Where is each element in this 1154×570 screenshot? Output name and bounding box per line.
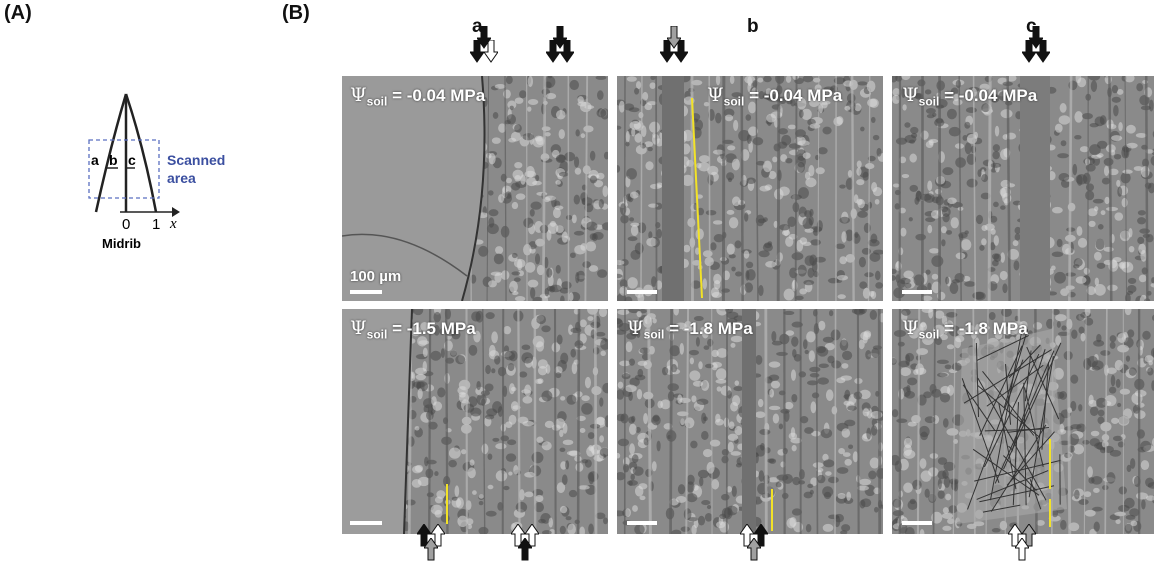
up-arrow-icon [510,523,526,548]
column-c-header: c [1026,16,1037,37]
axis-variable: x [170,216,177,232]
column-a-header: a [472,16,483,37]
micrograph-a-top: Ψsoil = -0.04 MPa 100 µm [342,76,608,301]
down-arrow-icon [483,39,499,64]
psi-label: Ψsoil = -1.8 MPa [627,317,753,342]
panel-b-label: (B) [282,2,310,24]
axis-one: 1 [152,216,161,233]
up-arrow-icon [739,523,755,548]
region-b-label: b [109,152,118,168]
panel-a-label: (A) [4,2,32,24]
axis-zero: 0 [122,216,131,233]
scale-bar [627,521,657,525]
micrograph-a-bottom: Ψsoil = -1.5 MPa [342,309,608,534]
psi-label: Ψsoil = -0.04 MPa [350,84,486,109]
scale-bar [350,290,382,294]
scanned-area-label-2: area [167,170,196,186]
up-arrow-icon [753,523,769,548]
column-b-header: b [747,16,759,37]
up-arrow-icon [746,537,762,562]
down-arrow-icon [673,39,689,64]
scale-label: 100 µm [350,268,402,285]
up-arrow-icon [1021,523,1037,548]
up-arrow-icon [430,523,446,548]
region-c-label: c [128,152,136,168]
psi-label: Ψsoil = -1.8 MPa [902,317,1028,342]
scale-bar [902,290,932,294]
leaf-schematic [80,88,255,258]
up-arrow-icon [1007,523,1023,548]
psi-label: Ψsoil = -0.04 MPa [902,84,1038,109]
up-arrow-icon [423,537,439,562]
up-arrow-icon [416,523,432,548]
up-arrow-icon [1014,537,1030,562]
down-arrow-icon [1028,25,1044,50]
region-a-label: a [91,152,99,168]
micrograph-c-bottom: Ψsoil = -1.8 MPa [892,309,1154,534]
scale-bar [627,290,657,294]
down-arrow-icon [1035,39,1051,64]
micrograph-b-top: Ψsoil = -0.04 MPa [617,76,883,301]
psi-label: Ψsoil = -1.5 MPa [350,317,476,342]
scanned-area-label-1: Scanned [167,152,226,168]
psi-label: Ψsoil = -0.04 MPa [707,84,843,109]
down-arrow-icon [559,39,575,64]
up-arrow-icon [524,523,540,548]
micrograph-b-bottom: Ψsoil = -1.8 MPa [617,309,883,534]
down-arrow-icon [666,25,682,50]
midrib-label: Midrib [102,236,141,251]
down-arrow-icon [476,25,492,50]
up-arrow-icon [517,537,533,562]
scale-bar [902,521,932,525]
scale-bar [350,521,382,525]
down-arrow-icon [552,25,568,50]
micrograph-c-top: Ψsoil = -0.04 MPa [892,76,1154,301]
